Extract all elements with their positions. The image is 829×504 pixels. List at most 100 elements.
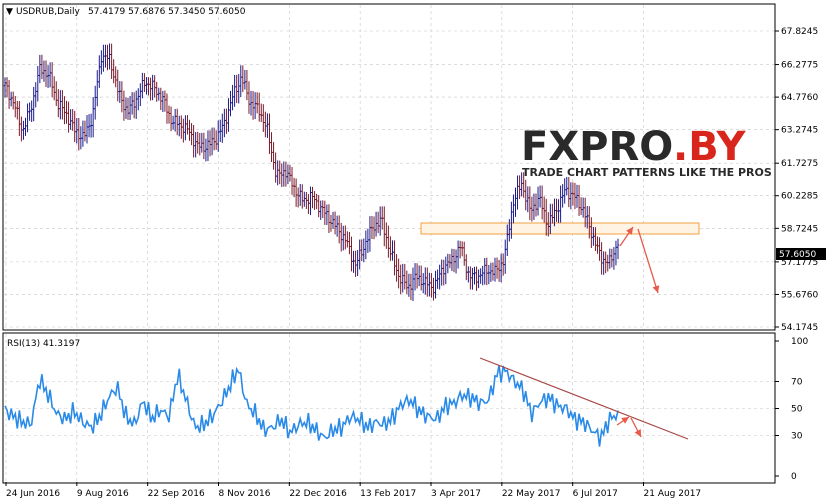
price-bar bbox=[83, 120, 87, 142]
price-bar bbox=[180, 115, 183, 139]
price-bar bbox=[63, 96, 66, 125]
price-panel-border bbox=[2, 3, 776, 331]
price-bar bbox=[524, 179, 527, 211]
price-tick-label: 63.2745 bbox=[781, 126, 818, 136]
rsi-line bbox=[4, 364, 619, 447]
price-bar bbox=[487, 264, 491, 285]
price-bar bbox=[243, 69, 247, 90]
price-bar bbox=[276, 160, 279, 186]
price-bar bbox=[518, 175, 521, 199]
price-bar bbox=[235, 74, 238, 104]
price-bar bbox=[360, 239, 363, 262]
price-bar bbox=[255, 92, 259, 114]
price-bar bbox=[362, 238, 365, 263]
rsi-tick-label: 50 bbox=[791, 405, 803, 415]
price-bar bbox=[169, 106, 173, 132]
price-bar bbox=[102, 44, 105, 72]
price-bar bbox=[442, 259, 445, 286]
price-bar bbox=[436, 269, 439, 289]
date-tick-label: 6 Jul 2017 bbox=[573, 489, 618, 499]
price-bar bbox=[9, 91, 13, 107]
price-down-arrow[interactable] bbox=[637, 228, 660, 294]
price-bar bbox=[458, 240, 462, 259]
price-bar bbox=[38, 54, 42, 84]
price-bar bbox=[323, 200, 327, 225]
price-bar bbox=[294, 178, 298, 207]
price-bar bbox=[497, 259, 501, 282]
rsi-up-arrow[interactable] bbox=[616, 416, 630, 426]
price-bar bbox=[184, 115, 187, 141]
price-bar bbox=[206, 130, 210, 161]
price-bar bbox=[135, 90, 138, 119]
price-bar bbox=[327, 204, 331, 234]
price-bar bbox=[190, 123, 193, 146]
price-bar bbox=[446, 253, 450, 274]
price-bar bbox=[411, 267, 415, 302]
price-bar bbox=[385, 222, 388, 249]
price-bar bbox=[368, 216, 372, 252]
price-bar bbox=[96, 70, 99, 107]
price-bar bbox=[241, 65, 245, 93]
price-bar bbox=[376, 211, 380, 234]
price-bar bbox=[161, 90, 165, 113]
price-bar bbox=[79, 126, 83, 150]
price-bar bbox=[602, 251, 605, 275]
price-bar bbox=[409, 273, 413, 301]
price-bar bbox=[46, 65, 50, 89]
price-bar bbox=[36, 66, 40, 102]
price-bar bbox=[53, 76, 56, 101]
price-bar bbox=[397, 258, 400, 289]
rsi-trendline[interactable] bbox=[479, 357, 689, 440]
rsi-projection-arrows[interactable] bbox=[616, 416, 642, 438]
rsi-down-arrow[interactable] bbox=[630, 417, 642, 438]
date-tick-label: 24 Jun 2016 bbox=[6, 489, 60, 499]
price-bar bbox=[40, 54, 44, 80]
price-bar bbox=[401, 263, 404, 293]
price-bar bbox=[356, 250, 359, 276]
price-bar bbox=[405, 270, 409, 295]
price-bar bbox=[59, 90, 62, 120]
price-bar bbox=[448, 254, 452, 269]
price-tick-label: 61.7275 bbox=[781, 159, 818, 169]
date-tick-label: 22 Dec 2016 bbox=[289, 489, 347, 499]
price-bar bbox=[50, 62, 54, 98]
price-bar bbox=[432, 277, 435, 301]
price-bar bbox=[7, 80, 11, 109]
price-bar bbox=[42, 60, 46, 82]
price-bar bbox=[18, 101, 21, 136]
price-projection-arrows[interactable] bbox=[619, 226, 660, 294]
price-bar bbox=[383, 206, 386, 247]
price-bar bbox=[512, 194, 515, 224]
price-bar bbox=[178, 115, 181, 137]
price-bar bbox=[247, 81, 251, 114]
price-bar bbox=[89, 113, 93, 138]
price-bar bbox=[24, 117, 27, 136]
price-bar bbox=[182, 118, 185, 143]
price-bar bbox=[378, 206, 382, 236]
price-bar bbox=[616, 238, 620, 260]
price-bar bbox=[403, 263, 406, 290]
price-up-arrow[interactable] bbox=[619, 226, 634, 247]
date-tick-label: 9 Aug 2016 bbox=[77, 489, 129, 499]
price-bar bbox=[77, 117, 81, 151]
symbol-dropdown-icon[interactable]: ▼ bbox=[6, 7, 13, 17]
price-bar bbox=[104, 44, 107, 68]
price-bar bbox=[128, 95, 132, 121]
price-zone-rectangle[interactable] bbox=[420, 222, 700, 235]
price-bar bbox=[333, 211, 337, 235]
price-bar bbox=[561, 184, 564, 208]
price-bar bbox=[428, 272, 431, 297]
price-bar bbox=[237, 74, 240, 104]
price-bar bbox=[139, 83, 142, 107]
price-bar bbox=[313, 191, 316, 210]
price-bar bbox=[81, 120, 85, 147]
price-bar bbox=[239, 65, 242, 98]
price-bar bbox=[106, 44, 109, 71]
price-bar bbox=[358, 239, 361, 270]
price-axis: 67.8245 66.2775 64.7760 63.2745 61.7275 60.22… bbox=[775, 27, 818, 333]
price-bar bbox=[536, 186, 540, 216]
price-bar bbox=[12, 91, 15, 110]
price-bar bbox=[471, 267, 474, 290]
price-bar bbox=[311, 186, 314, 209]
